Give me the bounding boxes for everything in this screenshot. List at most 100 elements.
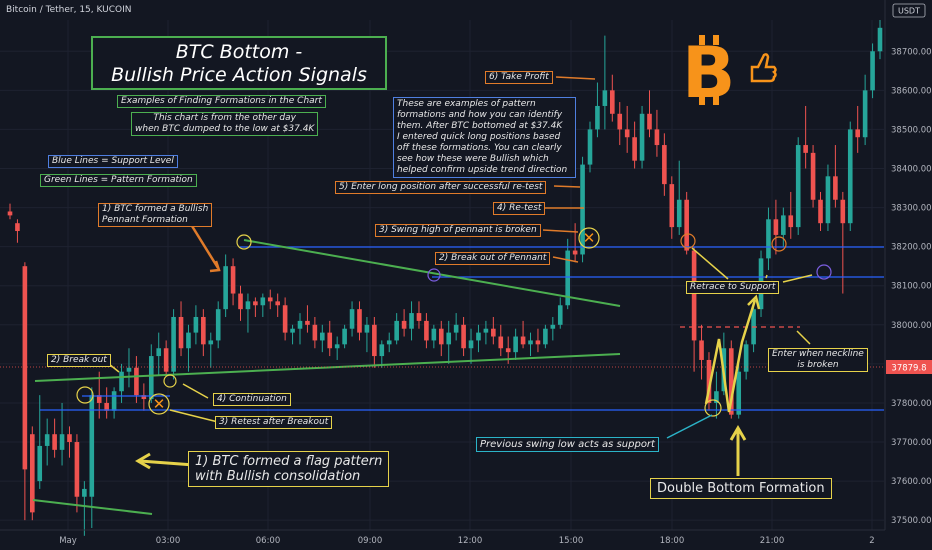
arrow bbox=[542, 229, 579, 233]
candle-body bbox=[565, 250, 570, 306]
flag-pattern-label: 1) BTC formed a flag pattern with Bullis… bbox=[188, 451, 390, 487]
candle-body bbox=[238, 293, 243, 310]
price-tick-label: 38700.00 bbox=[891, 47, 932, 57]
candle-body bbox=[223, 266, 228, 310]
candle-body bbox=[275, 301, 280, 306]
candle-body bbox=[662, 145, 667, 185]
candle-body bbox=[788, 215, 794, 228]
candle-body bbox=[37, 445, 43, 482]
marker-circle bbox=[771, 236, 787, 252]
marker-circle bbox=[427, 268, 441, 282]
arrow bbox=[691, 247, 729, 280]
candle-body bbox=[624, 129, 630, 138]
arrow bbox=[704, 299, 757, 413]
explanation-line: them. After BTC bottomed at $37.4K bbox=[397, 121, 563, 131]
candle-body bbox=[446, 332, 452, 345]
candle-body bbox=[840, 199, 846, 224]
price-axis[interactable]: 37500.0037600.0037700.0037800.0037900.00… bbox=[891, 47, 932, 526]
candle-body bbox=[513, 336, 518, 353]
pattern-line-pennant-bottom bbox=[34, 353, 621, 382]
candle-body bbox=[543, 328, 548, 345]
currency-badge-box bbox=[892, 3, 926, 18]
explanation-line: These are examples of pattern bbox=[397, 99, 536, 109]
price-tick-label: 37700.00 bbox=[891, 438, 932, 448]
price-tick-label: 38100.00 bbox=[891, 282, 932, 292]
candle-body bbox=[676, 199, 682, 228]
candle-body bbox=[847, 129, 853, 224]
headline-line2: Bullish Price Action Signals bbox=[111, 64, 367, 86]
candle-body bbox=[104, 402, 109, 411]
marker-circle bbox=[680, 233, 696, 249]
candle-body bbox=[208, 340, 214, 345]
candle-body bbox=[438, 328, 444, 345]
arrow bbox=[796, 330, 811, 345]
pattern-line-flag-bottom bbox=[32, 499, 153, 515]
candle-body bbox=[357, 309, 362, 333]
candle-body bbox=[550, 324, 556, 329]
candle-body bbox=[267, 297, 273, 302]
arrow bbox=[555, 76, 596, 80]
time-tick-label: 15:00 bbox=[559, 536, 584, 546]
pennant-formation-label: 1) BTC formed a Bullish Pennant Formatio… bbox=[98, 203, 213, 227]
candle-body bbox=[186, 332, 191, 349]
candle-body bbox=[491, 328, 496, 337]
price-tick-label: 38400.00 bbox=[891, 164, 932, 174]
candle-body bbox=[505, 348, 511, 353]
svg-text:B: B bbox=[682, 35, 735, 105]
pattern-line-pennant-top bbox=[243, 239, 621, 307]
candle-body bbox=[44, 434, 50, 446]
candle-body bbox=[803, 145, 808, 153]
candle-body bbox=[669, 184, 675, 228]
candle-body bbox=[647, 113, 652, 130]
candle-body bbox=[461, 324, 466, 349]
candle-body bbox=[416, 313, 422, 321]
retest-after-label: 3) Retest after Breakout bbox=[215, 416, 333, 429]
bitcoin-thumbs-up-icon: B bbox=[682, 35, 777, 105]
time-axis[interactable]: May 03:00 06:00 09:00 12:00 15:00 18:00 21:00 2 bbox=[59, 536, 875, 546]
marker-circle bbox=[163, 374, 177, 388]
arrow bbox=[190, 225, 220, 269]
candle-body bbox=[855, 129, 860, 138]
candle-body bbox=[617, 113, 623, 130]
arrow bbox=[182, 383, 209, 399]
headline-box: BTC Bottom - Bullish Price Action Signal… bbox=[91, 36, 387, 90]
candle-body bbox=[587, 129, 593, 165]
legend-blue-lines: Blue Lines = Support Level bbox=[48, 155, 178, 168]
candle-body bbox=[111, 391, 117, 411]
take-profit-label: 6) Take Profit bbox=[485, 71, 553, 84]
retest-label: 4) Re-test bbox=[493, 202, 546, 215]
neckline-line2: is broken bbox=[797, 360, 839, 370]
support-and-pattern-lines: ✕ ✕ bbox=[0, 227, 884, 515]
candle-body bbox=[498, 336, 504, 349]
candle-body bbox=[7, 211, 13, 216]
candle-body bbox=[171, 316, 176, 372]
candle-body bbox=[773, 219, 779, 235]
candle-body bbox=[572, 250, 578, 255]
candle-body bbox=[230, 266, 236, 294]
time-tick-label: 12:00 bbox=[458, 536, 483, 546]
candle-body bbox=[156, 348, 162, 357]
candle-body bbox=[215, 309, 221, 341]
candle-body bbox=[818, 199, 823, 224]
x-marker: ✕ bbox=[583, 229, 596, 247]
candle-body bbox=[89, 395, 95, 497]
candle-body bbox=[401, 320, 407, 329]
dump-note-line1: This chart is from the other day bbox=[153, 113, 296, 123]
candle-body bbox=[379, 344, 385, 357]
examples-label: Examples of Finding Formations in the Ch… bbox=[117, 95, 326, 108]
price-tick-label: 38000.00 bbox=[891, 321, 932, 331]
price-tick-label: 37500.00 bbox=[891, 516, 932, 526]
candle-body bbox=[334, 344, 340, 349]
candle-body bbox=[743, 344, 749, 372]
candle-body bbox=[632, 137, 637, 161]
candle-body bbox=[610, 90, 615, 114]
candle-body bbox=[30, 434, 35, 513]
candle-body bbox=[260, 297, 266, 306]
explanation-line: helped confirm upside trend direction bbox=[397, 165, 568, 175]
annotation-arrows bbox=[103, 76, 813, 476]
candle-body bbox=[736, 371, 742, 415]
symbol-title: Bitcoin / Tether, 15, KUCOIN bbox=[6, 5, 132, 15]
time-tick-label: 18:00 bbox=[660, 536, 685, 546]
candle-body bbox=[327, 332, 333, 349]
